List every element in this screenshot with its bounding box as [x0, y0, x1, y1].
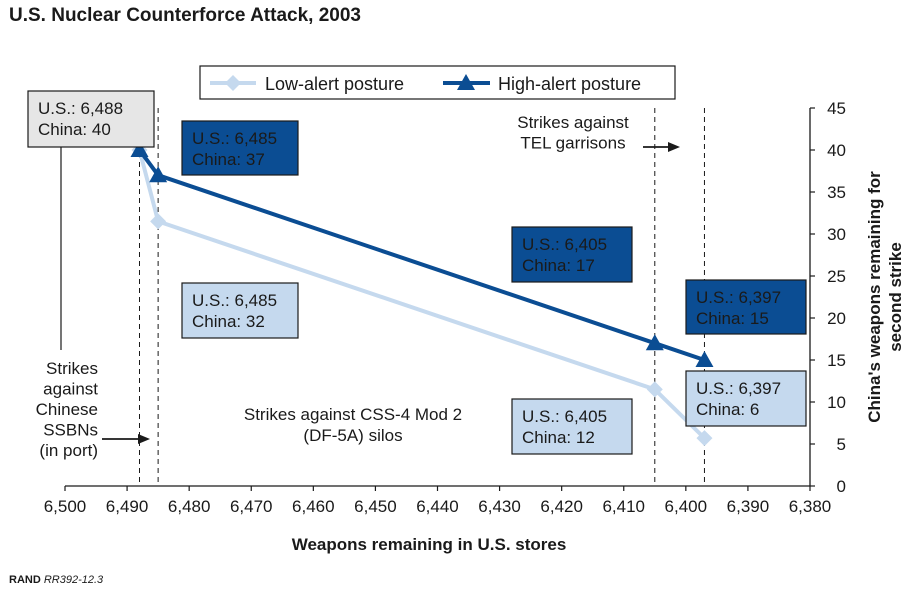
low-alert-marker [646, 381, 663, 398]
legend-low-alert-marker [225, 75, 241, 91]
y-tick-label: 45 [827, 99, 846, 118]
x-tick-label: 6,500 [44, 497, 87, 516]
x-tick-label: 6,420 [540, 497, 583, 516]
y-tick-label: 30 [827, 225, 846, 244]
annotations: Strikes against Chinese SSBNs (in port)Strik… [36, 113, 680, 460]
high-alert-marker [695, 351, 714, 367]
callout-box [511, 398, 633, 455]
ssbn-arrow-head [138, 434, 150, 444]
legend-high-alert-marker [457, 74, 475, 90]
legend-high-alert-label: High-alert posture [498, 74, 641, 94]
callout-text-line: U.S.: 6,405 [522, 407, 607, 426]
x-tick-label: 6,390 [727, 497, 770, 516]
x-tick-label: 6,410 [602, 497, 645, 516]
callout-text-line: China: 32 [192, 312, 265, 331]
callout-box [181, 282, 299, 339]
high-alert-marker [149, 166, 168, 183]
ssbn-annotation: Strikes against Chinese SSBNs (in port) [36, 359, 99, 460]
y-tick-label: 35 [827, 183, 846, 202]
callout-text-line: China: 12 [522, 428, 595, 447]
ssbn-annotation-line: Strikes [46, 359, 98, 378]
high-alert-line [137, 148, 706, 362]
high-alert-marker [645, 334, 664, 351]
legend: Low-alert posture High-alert posture [199, 65, 676, 100]
x-axis-label: Weapons remaining in U.S. stores [292, 535, 567, 554]
low-alert-marker [150, 213, 167, 230]
source-id: RR392-12.3 [44, 574, 104, 586]
y-tick-label: 5 [837, 435, 846, 454]
callout-text-line: China: 6 [696, 400, 759, 419]
callout-text-line: China: 17 [522, 256, 595, 275]
y-axis-label-line: second strike [886, 242, 905, 352]
silos-annotation-line: (DF-5A) silos [303, 426, 402, 445]
x-tick-label: 6,440 [416, 497, 459, 516]
callout-box [685, 370, 807, 427]
source-org: RAND [9, 574, 41, 586]
callout-text: U.S.: 6,405 China: 12 [522, 407, 607, 447]
ssbn-annotation-line: SSBNs [43, 421, 98, 440]
silos-annotation-line: Strikes against CSS-4 Mod 2 [244, 405, 462, 424]
tel-annotation-line: TEL garrisons [520, 134, 625, 153]
low-alert-line [137, 149, 706, 440]
callout-text: U.S.: 6,405 China: 17 [522, 235, 607, 275]
callout-text: U.S.: 6,488 China: 40 [38, 99, 123, 139]
callout-box [27, 90, 155, 148]
callout-text-line: U.S.: 6,405 [522, 235, 607, 254]
tel-annotation-line: Strikes against [517, 113, 629, 132]
callout-text-line: U.S.: 6,397 [696, 379, 781, 398]
callout-text: U.S.: 6,485 China: 37 [192, 129, 277, 169]
callout-text: U.S.: 6,397 China: 15 [696, 288, 781, 328]
callout-text-line: China: 37 [192, 150, 265, 169]
silos-annotation: Strikes against CSS-4 Mod 2 (DF-5A) silos [244, 405, 462, 445]
x-tick-label: 6,460 [292, 497, 335, 516]
y-tick-label: 0 [837, 477, 846, 496]
y-axis-label-line: China's weapons remaining for [865, 171, 884, 423]
chart-title: U.S. Nuclear Counterforce Attack, 2003 [9, 5, 361, 26]
legend-low-alert-label: Low-alert posture [265, 74, 404, 94]
ssbn-annotation-line: against [43, 380, 98, 399]
x-tick-label: 6,450 [354, 497, 397, 516]
y-tick-label: 10 [827, 393, 846, 412]
high-alert-marker [130, 141, 149, 157]
y-tick-label: 25 [827, 267, 846, 286]
ssbn-annotation-line: (in port) [39, 441, 98, 460]
callout-box [685, 279, 807, 335]
callout-text-line: U.S.: 6,397 [696, 288, 781, 307]
axes: 6,500 6,490 6,480 6,470 6,460 6,450 6,440 6,430… [44, 99, 905, 516]
callout-box [181, 120, 299, 176]
legend-box [199, 65, 676, 100]
low-alert-marker [696, 430, 713, 447]
callout-text-line: U.S.: 6,485 [192, 291, 277, 310]
callout-text-line: U.S.: 6,485 [192, 129, 277, 148]
x-tick-label: 6,470 [230, 497, 273, 516]
ssbn-annotation-line: Chinese [36, 400, 98, 419]
tel-annotation: Strikes against TEL garrisons [517, 113, 629, 153]
x-tick-label: 6,380 [789, 497, 832, 516]
y-tick-label: 15 [827, 351, 846, 370]
callout-text-line: China: 15 [696, 309, 769, 328]
y-axis-label: China's weapons remaining for second stri… [865, 171, 905, 423]
x-tick-label: 6,480 [168, 497, 211, 516]
callout-text: U.S.: 6,397 China: 6 [696, 379, 781, 419]
series-lines [130, 141, 714, 447]
callouts: U.S.: 6,488 China: 40 U.S.: 6,485 China: 37… [27, 90, 807, 455]
x-tick-label: 6,490 [106, 497, 149, 516]
tel-arrow-head [668, 142, 680, 152]
y-tick-label: 40 [827, 141, 846, 160]
y-tick-label: 20 [827, 309, 846, 328]
callout-box [511, 226, 633, 283]
source-note: RAND RR392-12.3 [9, 574, 104, 586]
x-tick-label: 6,400 [665, 497, 708, 516]
callout-text: U.S.: 6,485 China: 32 [192, 291, 277, 331]
callout-text-line: U.S.: 6,488 [38, 99, 123, 118]
callout-text-line: China: 40 [38, 120, 111, 139]
x-tick-label: 6,430 [478, 497, 521, 516]
